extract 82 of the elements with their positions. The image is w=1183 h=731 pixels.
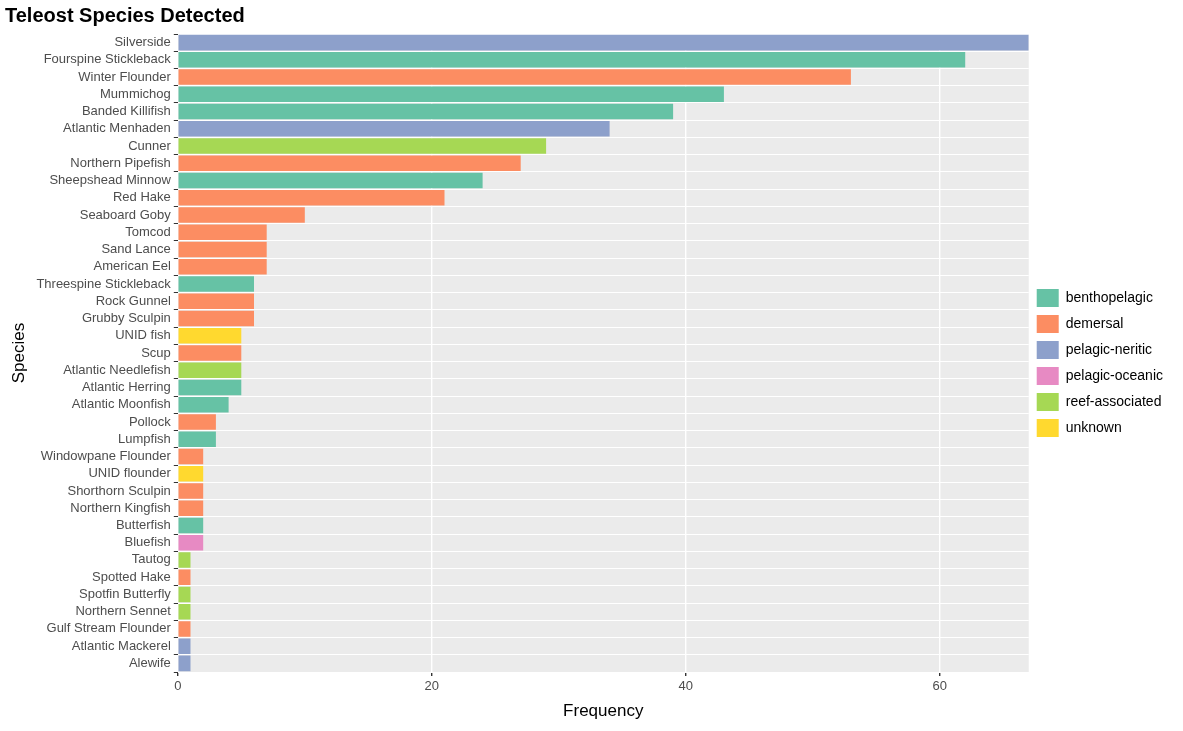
x-tick-label: 40 [678,678,694,694]
y-tick-label: Northern Kingfish [70,499,171,515]
bar [178,431,216,447]
bar [178,241,267,258]
y-tick-label: Sheepshead Minnow [49,172,172,188]
y-tick-label: Lumpfish [118,430,171,446]
y-tick-label: Atlantic Mackerel [71,637,171,653]
bar [178,328,242,344]
bar [178,310,254,327]
y-tick-label: Shorthorn Sculpin [67,482,171,498]
y-tick-label: Atlantic Menhaden [63,120,171,136]
y-tick-label: Scup [141,344,171,360]
bar [178,638,191,654]
legend-label: benthopelagic [1065,288,1153,305]
bar [178,293,254,310]
bar [178,259,267,275]
bar [178,121,610,137]
y-tick-label: Banded Killifish [81,103,171,119]
bar [178,69,851,85]
x-tick-label: 20 [424,678,440,694]
y-tick-label: Windowpane Flounder [40,448,172,464]
x-tick-label: 0 [174,678,182,694]
bar [178,414,216,430]
y-tick-label: Northern Pipefish [70,154,171,170]
x-axis-title: Frequency [563,701,644,721]
bar [178,345,242,361]
bar [178,103,674,120]
legend-label: pelagic-oceanic [1065,366,1164,383]
bar [178,552,191,568]
bar [178,52,966,68]
y-tick-label: Atlantic Herring [81,379,171,395]
y-axis-title: Species [8,322,28,384]
bar [178,586,191,603]
y-tick-label: Gulf Stream Flounder [46,620,172,636]
y-tick-label: Red Hake [112,189,171,205]
bar [178,172,483,189]
y-tick-label: Cunner [128,137,172,153]
bar [178,362,242,378]
y-tick-label: Fourspine Stickleback [43,51,172,67]
bar [178,621,191,637]
legend-label: unknown [1065,418,1122,435]
bar [178,138,547,154]
y-tick-label: Alewife [128,654,171,670]
y-tick-label: UNID fish [115,327,171,343]
bar [178,603,191,620]
bar [178,517,204,534]
y-tick-label: Threespine Stickleback [36,275,172,291]
y-tick-label: Grubby Sculpin [81,310,171,326]
y-tick-label: Sand Lance [101,241,171,257]
y-tick-label: American Eel [93,258,171,274]
y-tick-label: Spotfin Butterfly [79,585,172,601]
y-tick-label: Butterfish [115,517,171,533]
bar [178,396,229,413]
bar [178,276,254,292]
bar [178,379,242,396]
legend-label: demersal [1065,314,1124,331]
legend-label: pelagic-neritic [1065,340,1153,357]
chart-title: Teleost Species Detected [5,3,245,26]
bar [178,86,724,103]
y-tick-label: Bluefish [124,534,171,550]
bar [178,224,267,241]
y-tick-label: Atlantic Moonfish [71,396,171,412]
y-tick-label: UNID flounder [88,465,172,481]
bar [178,448,204,465]
bar [178,534,204,551]
y-tick-label: Pollock [128,413,172,429]
y-tick-label: Winter Flounder [78,68,172,84]
y-tick-label: Northern Sennet [75,603,172,619]
y-tick-label: Mummichog [100,85,171,101]
bar [178,569,191,585]
y-tick-label: Tautog [131,551,171,567]
y-tick-label: Tomcod [125,223,171,239]
y-tick-label: Seaboard Goby [79,206,172,222]
bar [178,655,191,672]
legend-label: reef-associated [1065,392,1162,409]
y-tick-label: Spotted Hake [92,568,171,584]
y-tick-label: Silverside [114,34,171,50]
y-tick-label: Rock Gunnel [95,292,171,308]
x-tick-label: 60 [932,678,948,694]
bar [178,155,521,172]
bar [178,465,204,482]
y-tick-label: Atlantic Needlefish [63,361,171,377]
